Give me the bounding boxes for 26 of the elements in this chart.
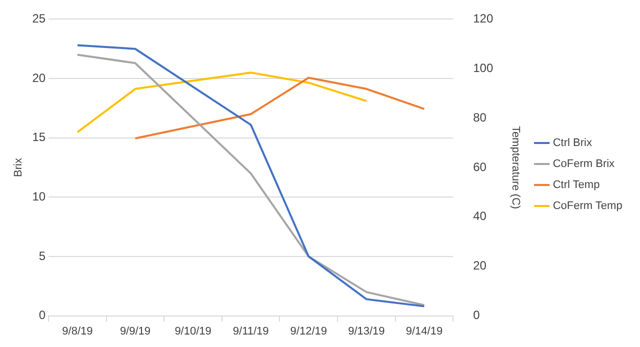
x-tick-label: 9/9/19: [120, 325, 151, 338]
x-tick-label: 9/11/19: [232, 325, 269, 338]
y2-tick-label: 20: [473, 258, 487, 273]
y-tick-label: 0: [38, 308, 46, 322]
x-tick-label: 9/13/19: [348, 325, 385, 338]
legend-label: Ctrl Brix: [552, 137, 592, 150]
y-tick-label: 20: [32, 70, 46, 85]
y2-axis-title: Tempterature (C): [510, 126, 522, 210]
y-tick-label: 10: [32, 189, 46, 204]
y2-tick-label: 60: [473, 160, 487, 174]
y2-tick-label: 40: [473, 209, 487, 224]
y-tick-label: 5: [38, 248, 46, 263]
y2-tick-label: 120: [473, 12, 494, 26]
x-tick-label: 9/10/19: [174, 325, 212, 338]
y-tick-label: 25: [32, 12, 46, 26]
legend-label: CoFerm Temp: [552, 200, 622, 212]
legend-label: CoFerm Brix: [552, 158, 616, 170]
x-tick-label: 9/14/19: [406, 325, 443, 338]
x-tick-label: 9/12/19: [290, 325, 327, 338]
y2-tick-label: 0: [473, 308, 480, 322]
y2-tick-label: 100: [473, 60, 494, 75]
x-tick-label: 9/8/19: [62, 325, 93, 338]
y2-tick-label: 80: [473, 110, 487, 124]
y-axis-title: Brix: [12, 158, 25, 177]
legend-label: Ctrl Temp: [552, 179, 600, 192]
y-tick-label: 15: [32, 130, 46, 144]
